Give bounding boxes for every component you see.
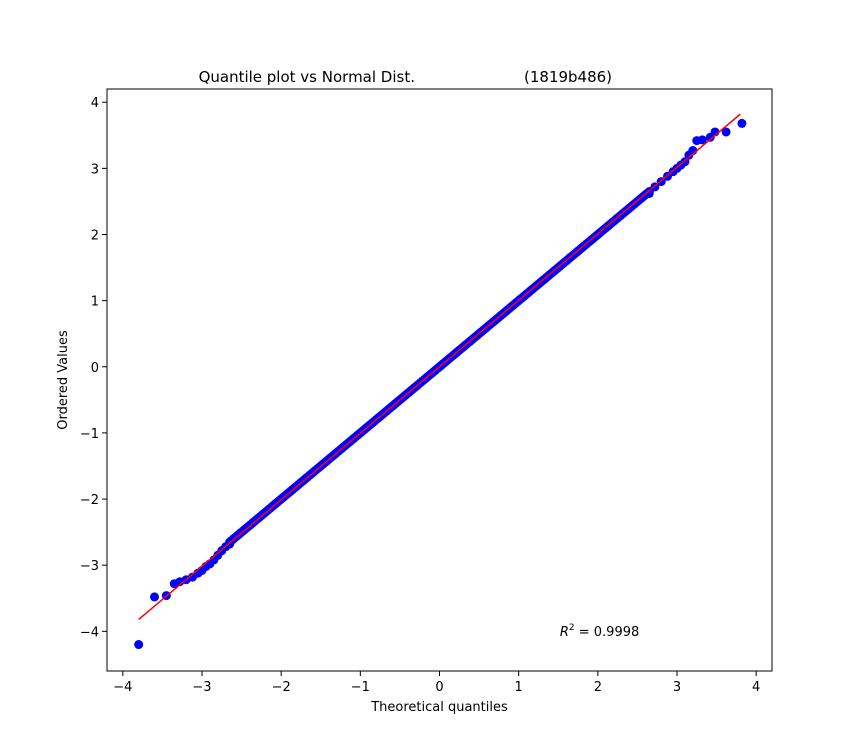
y-tick-label: −3 xyxy=(80,559,99,574)
y-tick-label: −1 xyxy=(80,427,99,442)
y-tick-label: 3 xyxy=(91,162,99,177)
chart-subtitle: (1819b486) xyxy=(524,68,612,86)
x-tick-label: −3 xyxy=(192,680,211,695)
y-tick-label: −2 xyxy=(80,493,99,508)
fit-line xyxy=(138,113,741,620)
chart-title: Quantile plot vs Normal Dist. xyxy=(199,68,415,86)
data-point xyxy=(737,118,747,128)
axes-frame xyxy=(106,88,773,672)
y-axis-label: Ordered Values xyxy=(56,330,71,430)
y-tick-label: 0 xyxy=(91,361,99,376)
x-tick-label: 3 xyxy=(673,680,681,695)
x-axis-label: Theoretical quantiles xyxy=(370,700,508,715)
x-tick-label: −2 xyxy=(272,680,291,695)
x-tick-label: 2 xyxy=(594,680,602,695)
data-point xyxy=(697,135,707,145)
x-tick-label: −1 xyxy=(351,680,370,695)
x-tick-label: 4 xyxy=(752,680,760,695)
r-squared-value: = 0.9998 xyxy=(575,625,640,640)
x-tick-label: −4 xyxy=(113,680,132,695)
data-point xyxy=(134,640,144,650)
r-squared-annotation: R2 = 0.9998 xyxy=(560,623,639,640)
y-tick-label: 2 xyxy=(91,229,99,244)
data-point xyxy=(150,592,159,602)
y-tick-label: 1 xyxy=(91,295,99,310)
r-squared-exponent: 2 xyxy=(569,623,575,633)
x-tick-label: 0 xyxy=(435,680,443,695)
r-squared-symbol: R xyxy=(560,625,569,640)
y-tick-label: 4 xyxy=(91,96,99,111)
plot-area xyxy=(134,113,747,650)
y-tick-label: −4 xyxy=(80,625,99,640)
x-tick-label: 1 xyxy=(515,680,523,695)
data-point xyxy=(721,127,731,137)
axis-ticks: −4 −3 −2 −1 0 1 2 3 4 −4 −3 −2 −1 0 1 2 3 4 xyxy=(80,96,760,695)
